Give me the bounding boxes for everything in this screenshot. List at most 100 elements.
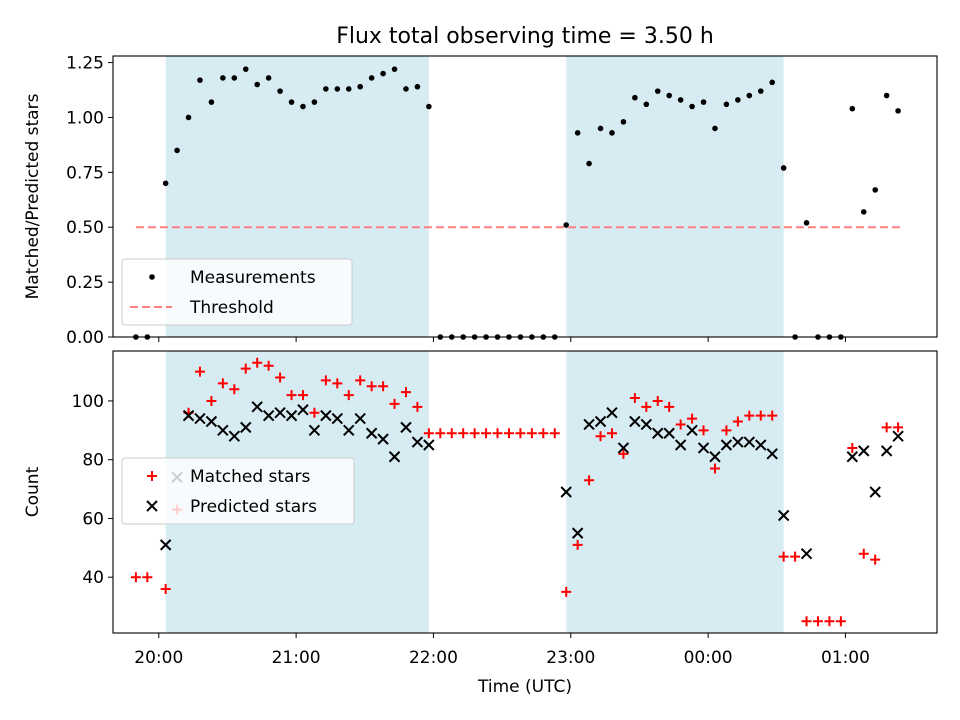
data-point bbox=[640, 418, 653, 431]
data-point bbox=[892, 430, 904, 442]
data-point bbox=[686, 424, 698, 437]
data-point bbox=[812, 616, 823, 627]
data-point bbox=[769, 79, 775, 86]
legend-box bbox=[121, 457, 355, 525]
legend-label: Threshold bbox=[189, 298, 274, 318]
axes-frame bbox=[112, 350, 938, 634]
data-point bbox=[194, 412, 206, 425]
data-point bbox=[331, 412, 344, 425]
y-tick-label: 1.00 bbox=[66, 108, 104, 128]
data-point bbox=[560, 486, 572, 498]
data-point bbox=[606, 428, 617, 439]
legend: Matched stars Predicted stars bbox=[121, 457, 355, 525]
data-point bbox=[755, 439, 767, 451]
data-point bbox=[880, 445, 893, 457]
data-point bbox=[777, 509, 790, 522]
data-point bbox=[320, 409, 332, 422]
data-point bbox=[142, 572, 153, 583]
data-point bbox=[689, 103, 695, 110]
data-point bbox=[220, 75, 226, 81]
data-point bbox=[800, 547, 813, 560]
data-point bbox=[846, 451, 859, 463]
data-point bbox=[242, 66, 249, 72]
data-point bbox=[697, 442, 710, 454]
data-point bbox=[217, 424, 229, 437]
y-tick-label: 80 bbox=[82, 451, 104, 471]
data-point bbox=[423, 428, 434, 439]
data-point bbox=[723, 101, 730, 108]
data-point bbox=[251, 401, 263, 413]
data-point bbox=[334, 86, 341, 92]
data-point bbox=[300, 103, 306, 110]
legend-marker bbox=[149, 274, 155, 280]
x-tick-label: 22:00 bbox=[409, 648, 458, 668]
data-point bbox=[803, 220, 810, 226]
data-point bbox=[263, 360, 274, 371]
data-point bbox=[709, 463, 720, 474]
data-point bbox=[130, 572, 141, 583]
y-tick-label: 0.75 bbox=[66, 163, 104, 183]
data-point bbox=[732, 436, 744, 448]
data-point bbox=[675, 419, 686, 430]
data-point bbox=[618, 448, 629, 459]
data-point bbox=[262, 409, 275, 422]
data-point bbox=[380, 70, 386, 77]
data-point bbox=[584, 475, 595, 486]
data-point bbox=[231, 75, 238, 81]
data-point bbox=[343, 424, 355, 437]
y-tick-label: 1.25 bbox=[66, 54, 104, 74]
data-point bbox=[252, 357, 263, 368]
data-point bbox=[323, 86, 329, 92]
data-point bbox=[412, 401, 423, 412]
data-point bbox=[446, 428, 457, 439]
data-point bbox=[629, 415, 641, 428]
y-tick-label: 100 bbox=[72, 392, 104, 412]
data-point bbox=[883, 92, 890, 99]
data-point bbox=[654, 88, 661, 94]
data-point bbox=[869, 486, 881, 498]
data-point bbox=[643, 101, 650, 108]
data-point bbox=[652, 395, 663, 406]
data-point bbox=[311, 99, 318, 105]
data-point bbox=[391, 66, 398, 72]
data-point bbox=[617, 442, 630, 454]
data-point bbox=[403, 86, 409, 92]
top-panel: 0.00 0.25 0.50 0.75 1.00 1.25 Matched/Predicte… bbox=[23, 54, 938, 348]
data-point bbox=[205, 415, 218, 428]
legend-label: Predicted stars bbox=[190, 497, 317, 517]
data-point bbox=[572, 539, 583, 550]
data-point bbox=[275, 372, 286, 383]
legend-label: Matched stars bbox=[190, 467, 310, 487]
data-point bbox=[632, 94, 638, 101]
data-point bbox=[377, 433, 389, 445]
data-point bbox=[663, 427, 675, 439]
data-point bbox=[778, 551, 789, 562]
data-point bbox=[240, 363, 251, 374]
data-point bbox=[606, 406, 618, 419]
y-tick-label: 0.00 bbox=[66, 328, 104, 348]
y-tick-label: 0.50 bbox=[66, 218, 104, 238]
data-point bbox=[755, 410, 766, 421]
data-point bbox=[700, 99, 707, 105]
data-point bbox=[423, 439, 435, 451]
data-point bbox=[744, 410, 755, 421]
data-point bbox=[309, 407, 320, 418]
data-point bbox=[515, 428, 526, 439]
data-point bbox=[666, 92, 672, 99]
data-point bbox=[652, 427, 664, 439]
data-point bbox=[881, 422, 892, 433]
data-point bbox=[365, 427, 378, 439]
data-point bbox=[609, 130, 615, 136]
data-point bbox=[503, 428, 514, 439]
data-point bbox=[860, 209, 867, 215]
data-point bbox=[895, 108, 901, 114]
data-point bbox=[254, 81, 260, 88]
legend-box bbox=[121, 258, 353, 326]
data-point bbox=[801, 616, 812, 627]
shaded-interval bbox=[566, 351, 784, 633]
data-point bbox=[790, 551, 801, 562]
axes-frame bbox=[112, 55, 938, 338]
data-point bbox=[858, 445, 870, 457]
data-point bbox=[174, 147, 180, 154]
data-point bbox=[378, 381, 389, 392]
